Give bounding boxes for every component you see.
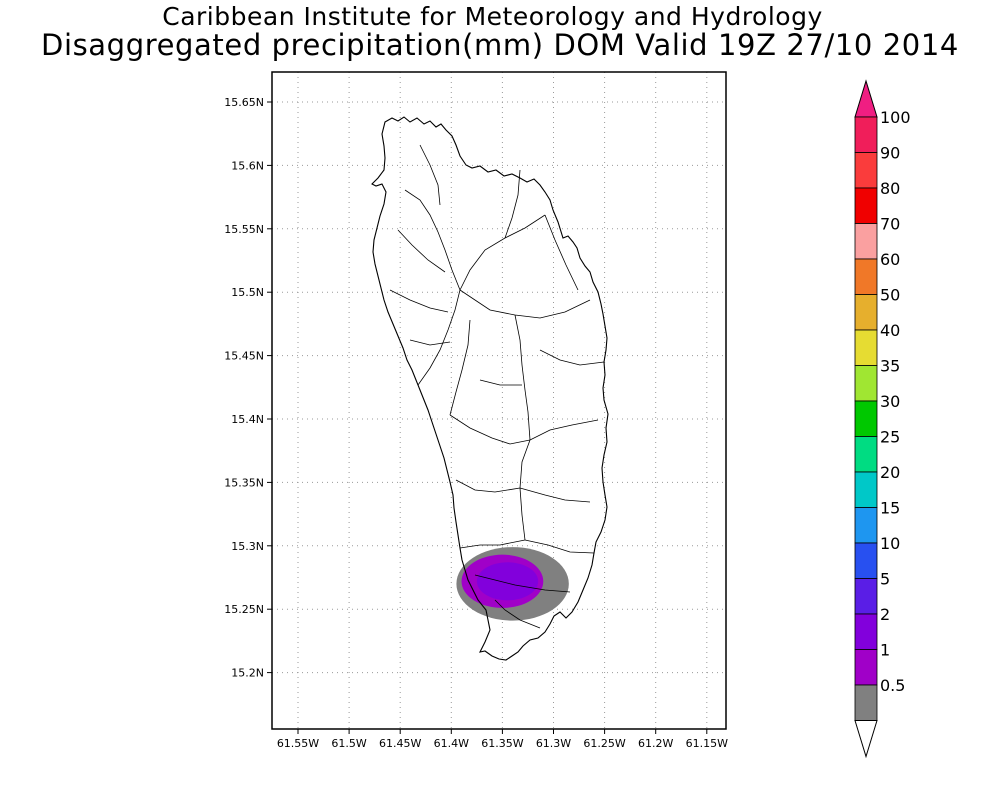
lon-tick-label: 61.3W bbox=[536, 737, 571, 750]
colorbar-label: 70 bbox=[880, 215, 900, 234]
title-line-1: Caribbean Institute for Meteorology and … bbox=[162, 2, 823, 31]
colorbar-under-triangle bbox=[854, 720, 878, 759]
colorbar-label: 40 bbox=[880, 321, 900, 340]
lat-tick-label: 15.55N bbox=[224, 223, 264, 236]
island-dominica bbox=[371, 116, 609, 661]
lon-tick-label: 61.35W bbox=[481, 737, 523, 750]
colorbar-swatch bbox=[854, 365, 878, 402]
colorbar-label: 0.5 bbox=[880, 676, 905, 695]
lon-tick-label: 61.45W bbox=[379, 737, 421, 750]
colorbar-swatch bbox=[854, 613, 878, 650]
lat-tick-label: 15.25N bbox=[224, 603, 264, 616]
lon-tick-label: 61.15W bbox=[686, 737, 728, 750]
colorbar-swatch bbox=[854, 294, 878, 331]
lon-tick-label: 61.5W bbox=[331, 737, 366, 750]
lon-tick-label: 61.4W bbox=[434, 737, 469, 750]
lat-tick-label: 15.2N bbox=[231, 667, 264, 680]
lat-tick-label: 15.6N bbox=[231, 159, 264, 172]
lon-tick-label: 61.55W bbox=[277, 737, 319, 750]
lon-tick-label: 61.25W bbox=[583, 737, 625, 750]
longitude-axis-labels: 61.55W 61.5W 61.45W 61.4W 61.35W 61.3W 61.25W 6… bbox=[277, 737, 728, 750]
colorbar-swatch bbox=[854, 152, 878, 189]
lat-tick-label: 15.35N bbox=[224, 476, 264, 489]
colorbar-label: 35 bbox=[880, 357, 900, 376]
colorbar-swatch bbox=[854, 116, 878, 153]
colorbar-swatch bbox=[854, 507, 878, 544]
lat-tick-label: 15.65N bbox=[224, 96, 264, 109]
lat-tick-label: 15.45N bbox=[224, 350, 264, 363]
colorbar-swatch bbox=[854, 542, 878, 579]
lat-tick-label: 15.5N bbox=[231, 286, 264, 299]
colorbar-label: 2 bbox=[880, 605, 890, 624]
lon-tick-label: 61.2W bbox=[638, 737, 673, 750]
plot-background bbox=[272, 72, 726, 729]
plot-frame bbox=[271, 71, 727, 730]
colorbar-swatch bbox=[854, 258, 878, 295]
colorbar-swatch bbox=[854, 471, 878, 508]
colorbar-swatch bbox=[854, 436, 878, 473]
colorbar-label: 1 bbox=[880, 641, 890, 660]
colorbar-over-triangle bbox=[854, 79, 878, 118]
colorbar-swatch bbox=[854, 223, 878, 260]
precip-area-2-5 bbox=[476, 562, 539, 601]
colorbar-swatch bbox=[854, 400, 878, 437]
colorbar-label: 25 bbox=[880, 428, 900, 447]
colorbar-swatch bbox=[854, 329, 878, 366]
colorbar-label: 10 bbox=[880, 534, 900, 553]
colorbar-label: 30 bbox=[880, 392, 900, 411]
watershed-lines bbox=[389, 144, 605, 629]
colorbar-label: 20 bbox=[880, 463, 900, 482]
colorbar-label: 90 bbox=[880, 144, 900, 163]
colorbar-swatch bbox=[854, 649, 878, 686]
colorbar-label: 80 bbox=[880, 179, 900, 198]
colorbar-swatch bbox=[854, 578, 878, 615]
grid-lines bbox=[267, 72, 726, 734]
colorbar-swatch bbox=[854, 684, 878, 721]
colorbar-swatch bbox=[854, 187, 878, 224]
precipitation-layer bbox=[456, 547, 569, 621]
colorbar-label: 60 bbox=[880, 250, 900, 269]
lat-tick-label: 15.4N bbox=[231, 413, 264, 426]
coastline bbox=[371, 116, 609, 661]
colorbar-legend: 100 90 80 70 60 50 40 35 30 25 20 15 10 5 2 1 0.5 bbox=[854, 79, 911, 759]
lat-tick-label: 15.3N bbox=[231, 540, 264, 553]
colorbar-label: 50 bbox=[880, 286, 900, 305]
colorbar-label: 5 bbox=[880, 570, 890, 589]
title-line-2: Disaggregated precipitation(mm) DOM Vali… bbox=[41, 28, 959, 62]
colorbar-label: 100 bbox=[880, 108, 911, 127]
colorbar-label: 15 bbox=[880, 499, 900, 518]
latitude-axis-labels: 15.65N 15.6N 15.55N 15.5N 15.45N 15.4N 15.35N 1… bbox=[224, 96, 264, 680]
